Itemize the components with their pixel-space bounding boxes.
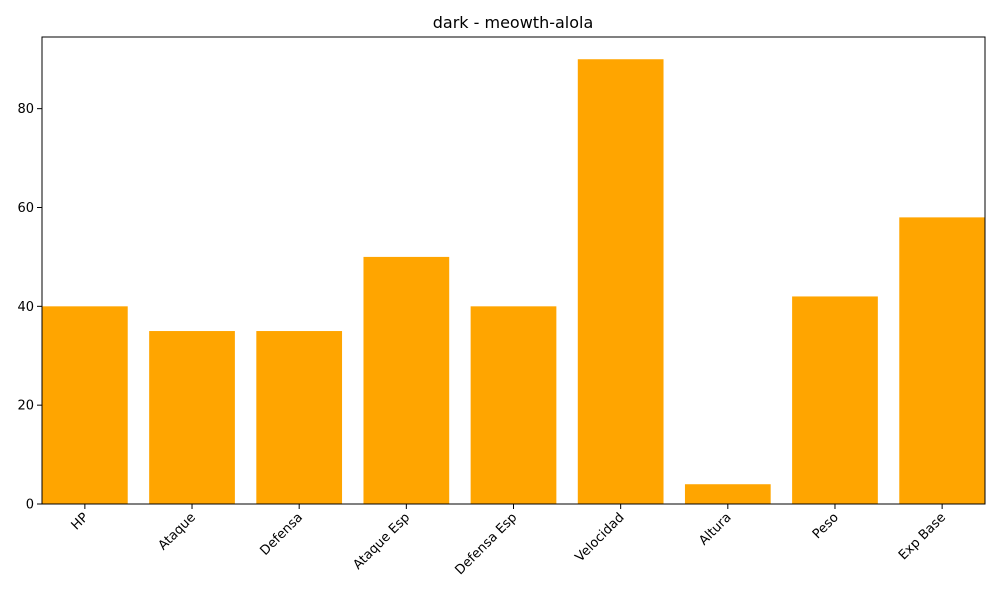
chart-title: dark - meowth-alola [433, 13, 594, 32]
x-tick-label: Ataque Esp [351, 510, 414, 573]
bar-ataque [149, 331, 235, 504]
x-tick-label: Altura [696, 510, 734, 548]
bar-altura [684, 484, 771, 504]
bar-peso [792, 296, 878, 504]
bars-group [42, 59, 985, 504]
y-tick-label: 60 [17, 201, 34, 216]
x-tick-label: Velocidad [573, 510, 628, 565]
x-axis: HP Ataque Defensa Ataque Esp Defensa Esp Velo… [69, 504, 949, 578]
x-tick-label: HP [69, 510, 92, 533]
y-tick-label: 20 [17, 399, 34, 414]
bar-hp [42, 306, 128, 504]
x-tick-label: Defensa [258, 510, 306, 558]
x-tick-label: Ataque [156, 510, 199, 553]
y-tick-label: 40 [17, 300, 34, 315]
x-tick-label: Exp Base [896, 510, 949, 563]
y-tick-label: 80 [17, 102, 34, 117]
bar-exp-base [899, 217, 985, 504]
y-axis: 0 20 40 60 80 [17, 102, 42, 513]
bar-velocidad [577, 59, 664, 504]
bar-defensa [256, 331, 343, 504]
y-tick-label: 0 [26, 498, 34, 513]
bar-defensa-esp [470, 306, 557, 504]
plot-frame [41, 36, 986, 505]
x-tick-label: Peso [810, 510, 842, 542]
bar-ataque-esp [363, 256, 450, 504]
x-tick-label: Defensa Esp [452, 510, 520, 578]
